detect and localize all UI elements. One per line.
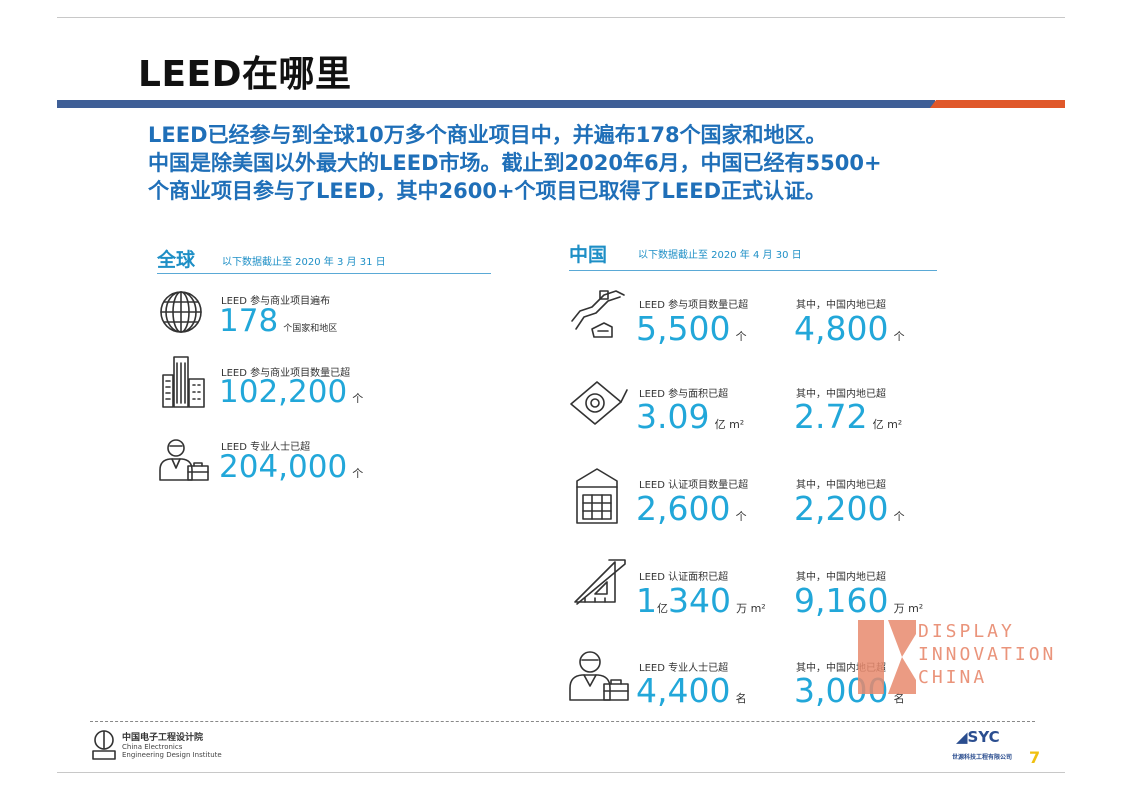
footer-right-name: 世源科技工程有限公司 [952, 754, 1013, 761]
global-item-unit: 个 [352, 467, 364, 480]
china-item-label: LEED 参与项目数量已超 [639, 300, 749, 311]
tape-measure-icon [567, 378, 629, 428]
buildings-icon [160, 355, 208, 409]
global-divider [157, 273, 491, 274]
global-item-unit: 个国家和地区 [283, 324, 338, 334]
global-item-label: LEED 参与商业项目遍布 [221, 296, 331, 307]
china-item-sub-label: 其中，中国内地已超 [796, 572, 886, 583]
globe-icon [158, 289, 204, 335]
china-item-sub-value-row: 9,160 万 m² [794, 581, 923, 620]
china-item-sub-value: 2,200 [794, 489, 889, 528]
professional-icon [158, 438, 210, 482]
china-item-sub-unit: 个 [893, 510, 905, 523]
global-item-value: 102,200 [219, 374, 348, 410]
global-item-value-row: 204,000 个 [219, 449, 363, 485]
footer-divider [90, 721, 1035, 722]
ceedi-logo-icon [92, 730, 116, 760]
china-item-value: 5,500 [636, 309, 731, 348]
china-heading: 中国 [569, 244, 608, 266]
syc-logo-icon: ◢ [956, 728, 968, 746]
china-item-sub-label: 其中，中国内地已超 [796, 663, 886, 674]
china-item-sub-value: 2.72 [794, 397, 868, 436]
intro-paragraph: LEED已经参与到全球10万多个商业项目中，并遍布178个国家和地区。 中国是除… [148, 121, 1048, 205]
china-item-unit: 万 m² [736, 602, 766, 615]
watermark-logo-icon [858, 620, 916, 698]
page-title: LEED在哪里 [138, 54, 352, 95]
professional-icon [568, 650, 630, 702]
global-heading: 全球 [157, 249, 196, 271]
china-item-value: 2,600 [636, 489, 731, 528]
china-item-unit: 个 [735, 330, 747, 343]
watermark-line: DISPLAY [918, 621, 1015, 642]
global-item-value: 204,000 [219, 449, 348, 485]
china-item-unit: 亿 m² [714, 418, 745, 431]
global-item-value-row: 178 个国家和地区 [219, 303, 337, 339]
china-item-label: LEED 认证项目数量已超 [639, 480, 749, 491]
intro-line: 中国是除美国以外最大的LEED市场。截止到2020年6月，中国已经有5500+ [148, 151, 882, 175]
china-item-sub-unit: 亿 m² [872, 418, 903, 431]
china-item-label: LEED 认证面积已超 [639, 572, 729, 583]
office-building-icon [574, 467, 620, 525]
watermark-line: CHINA [918, 667, 988, 688]
china-item-sub-unit: 名 [893, 692, 905, 705]
intro-line: 个商业项目参与了LEED，其中2600+个项目已取得了LEED正式认证。 [148, 179, 827, 203]
china-item-value-b: 340 [668, 581, 731, 620]
china-item-sub-label: 其中，中国内地已超 [796, 480, 886, 491]
china-item-sub-value-row: 2.72 亿 m² [794, 397, 902, 436]
top-rule [57, 17, 1065, 18]
china-note: 以下数据截止至 2020 年 4 月 30 日 [638, 250, 802, 261]
china-item-sub-value: 9,160 [794, 581, 889, 620]
china-item-label: LEED 参与面积已超 [639, 389, 729, 400]
footer-left-en-1: China Electronics [122, 743, 183, 751]
china-item-sub-value-row: 2,200 个 [794, 489, 905, 528]
china-item-sub-value: 4,800 [794, 309, 889, 348]
china-item-sub-label: 其中，中国内地已超 [796, 300, 886, 311]
global-item-label: LEED 参与商业项目数量已超 [221, 368, 351, 379]
china-item-sub-unit: 万 m² [893, 602, 924, 615]
page-number: 7 [1029, 748, 1041, 767]
china-item-value-a: 1 [636, 581, 657, 620]
bottom-rule [57, 772, 1065, 773]
footer-right-brand-text: SYC [967, 728, 1000, 746]
intro-line: LEED已经参与到全球10万多个商业项目中，并遍布178个国家和地区。 [148, 123, 827, 147]
china-item-unit: 名 [735, 692, 747, 705]
china-item-value: 4,400 [636, 671, 731, 710]
footer-left-name: 中国电子工程设计院 [122, 733, 204, 743]
china-item-sub-unit: 个 [893, 330, 905, 343]
china-item-value-a-unit: 亿 [657, 602, 668, 615]
global-item-value-row: 102,200 个 [219, 374, 363, 410]
china-item-label: LEED 专业人士已超 [639, 663, 729, 674]
header-band-orange [930, 100, 1065, 108]
great-wall-icon [570, 287, 628, 339]
china-item-value: 3.09 [636, 397, 710, 436]
footer-right-brand: ◢SYC [956, 728, 1000, 746]
global-item-label: LEED 专业人士已超 [221, 442, 311, 453]
footer-left-en-2: Engineering Design Institute [122, 751, 222, 759]
china-item-sub-value-row: 4,800 个 [794, 309, 905, 348]
ruler-triangle-icon [571, 556, 627, 606]
china-item-value-row: 3.09 亿 m² [636, 397, 744, 436]
global-item-value: 178 [219, 303, 279, 339]
china-item-sub-label: 其中，中国内地已超 [796, 389, 886, 400]
china-item-value-row: 5,500 个 [636, 309, 747, 348]
china-item-value-row: 4,400 名 [636, 671, 747, 710]
china-divider [569, 270, 937, 271]
global-note: 以下数据截止至 2020 年 3 月 31 日 [222, 257, 386, 268]
header-band-blue [57, 100, 935, 108]
china-item-unit: 个 [735, 510, 747, 523]
watermark-line: INNOVATION [918, 644, 1057, 665]
china-item-value-row: 2,600 个 [636, 489, 747, 528]
china-item-value-row: 1亿340 万 m² [636, 581, 766, 620]
global-item-unit: 个 [352, 392, 364, 405]
watermark-text: DISPLAY INNOVATION CHINA [918, 620, 1056, 689]
